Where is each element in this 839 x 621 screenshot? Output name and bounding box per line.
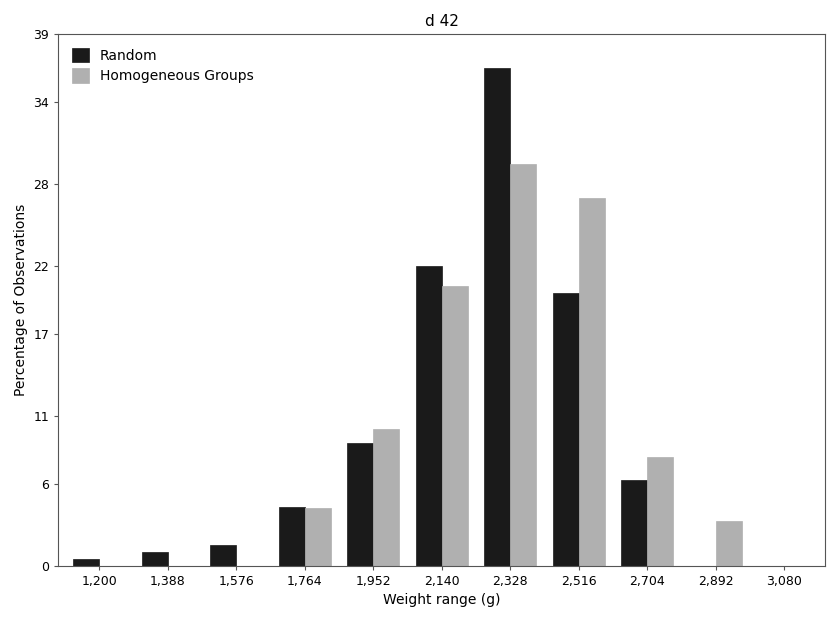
Bar	[621, 479, 647, 566]
Legend: Random, Homogeneous Groups: Random, Homogeneous Groups	[65, 41, 261, 90]
Bar	[579, 197, 605, 566]
Bar	[510, 164, 536, 566]
Bar	[716, 520, 742, 566]
Bar	[415, 266, 441, 566]
Bar	[484, 68, 510, 566]
Bar	[73, 559, 100, 566]
Bar	[553, 293, 579, 566]
Bar	[647, 456, 673, 566]
Bar	[373, 429, 399, 566]
Y-axis label: Percentage of Observations: Percentage of Observations	[14, 204, 28, 396]
Bar	[279, 507, 305, 566]
Bar	[441, 286, 468, 566]
Bar	[211, 545, 237, 566]
Bar	[305, 509, 331, 566]
Title: d 42: d 42	[425, 14, 459, 29]
X-axis label: Weight range (g): Weight range (g)	[383, 593, 501, 607]
Bar	[347, 443, 373, 566]
Bar	[142, 552, 168, 566]
